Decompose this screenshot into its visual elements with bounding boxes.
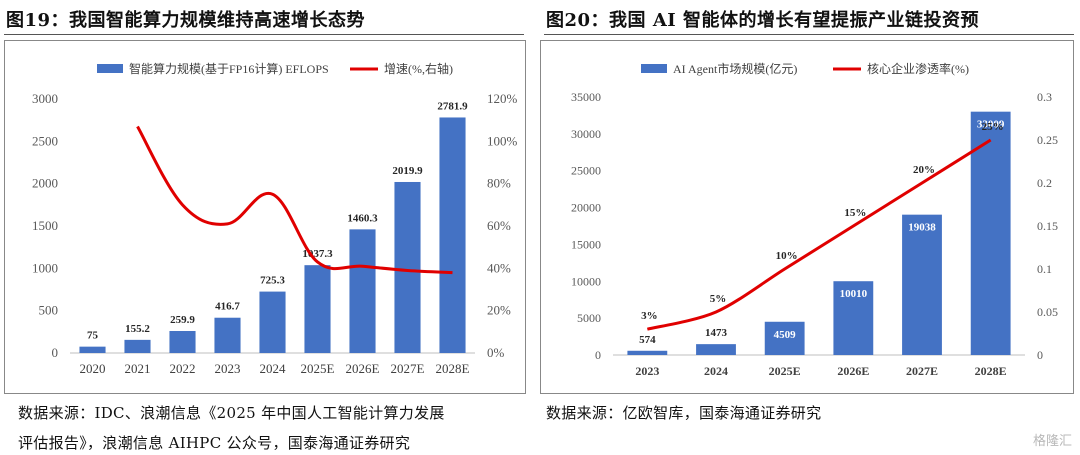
right-chart-frame: 0 5000 10000 15000 20000 25000 30000 35000 0 0.05… [540,40,1074,394]
right-bar [833,281,874,355]
right-x-tick-label: 2024 [704,364,728,378]
right-bar-value-label: 19038 [908,222,936,234]
left-title-rule [4,34,524,35]
right-line-value-label: 25% [982,121,1004,133]
left-y-tick-label: 3000 [32,91,58,106]
left-y-tick-label: 1500 [32,218,58,233]
left-x-tick-label: 2028E [436,361,470,376]
left-bar-value-label: 155.2 [125,323,150,335]
right-legend-line-label: 核心企业渗透率(%) [867,61,969,76]
right-y2-tick-label: 0.1 [1037,262,1052,276]
left-y-tick-label: 0 [52,345,59,360]
left-y2-tick-label: 40% [487,260,511,275]
left-x-tick-label: 2022 [170,361,196,376]
right-line-value-label: 10% [776,250,798,262]
right-legend-bar-label: AI Agent市场规模(亿元) [673,61,797,76]
left-bar-value-label: 259.9 [170,314,195,326]
right-y-tick-label: 10000 [571,274,601,288]
left-y-tick-label: 2000 [32,176,58,191]
right-bar-value-label: 1473 [705,327,728,339]
right-legend-bar-swatch [641,64,667,73]
left-figure-title: 图19：我国智能算力规模维持高速增长态势 [6,10,366,31]
left-y2-tick-label: 120% [487,91,518,106]
left-bar [124,339,151,353]
left-bar [169,330,196,353]
right-x-tick-label: 2025E [769,364,801,378]
left-x-tick-label: 2025E [301,361,335,376]
left-bar [394,181,421,353]
left-bar-value-label: 416.7 [215,301,240,313]
left-bar-value-label: 75 [87,330,99,342]
left-bar-value-label: 2781.9 [437,100,468,112]
right-y2-tick-label: 0.3 [1037,90,1052,104]
right-line-value-label: 5% [710,293,727,305]
right-line-value-label: 20% [913,164,935,176]
left-x-tick-label: 2027E [391,361,425,376]
right-y2-tick-label: 0 [1037,348,1043,362]
right-bar [764,321,805,355]
right-bar-value-label: 10010 [840,288,868,300]
left-chart: 0 500 1000 1500 2000 2500 3000 0% 20% 40% 60% 80% 10… [32,61,518,376]
left-legend-bar-swatch [97,64,123,73]
left-bar [439,117,466,354]
left-y2-tick-label: 0% [487,345,505,360]
right-bar-value-label: 4509 [774,329,797,341]
right-line-series [646,138,992,331]
left-y2-tick-label: 60% [487,218,511,233]
right-y-tick-label: 35000 [571,90,601,104]
right-line-value-label: 15% [844,207,866,219]
left-y-tick-label: 2500 [32,133,58,148]
right-bar [970,111,1011,355]
right-y-tick-label: 25000 [571,164,601,178]
left-bar [79,346,106,353]
left-bar-value-label: 1460.3 [347,212,378,224]
right-y-tick-label: 30000 [571,127,601,141]
right-bar [627,350,668,355]
left-bar [259,291,286,353]
left-bar [304,265,331,353]
right-y-tick-label: 20000 [571,201,601,215]
left-y2-tick-label: 20% [487,303,511,318]
left-y-tick-label: 1000 [32,260,58,275]
left-x-tick-label: 2024 [260,361,287,376]
right-y-tick-label: 5000 [577,311,601,325]
left-chart-frame: 0 500 1000 1500 2000 2500 3000 0% 20% 40% 60% 80% 10… [4,40,526,394]
left-y2-tick-label: 80% [487,176,511,191]
left-x-tick-label: 2020 [80,361,106,376]
right-x-tick-label: 2026E [837,364,869,378]
right-y-tick-label: 15000 [571,237,601,251]
left-source-line-1: 数据来源：IDC、浪潮信息《2025 年中国人工智能计算力发展 [18,404,445,422]
left-x-tick-label: 2021 [125,361,151,376]
right-y-tick-label: 0 [595,348,601,362]
left-line-series [136,125,453,275]
left-bar [214,317,241,353]
left-bar-value-label: 725.3 [260,275,285,287]
left-y-tick-label: 500 [39,303,59,318]
left-x-tick-label: 2023 [215,361,241,376]
right-x-tick-label: 2027E [906,364,938,378]
right-y2-tick-label: 0.15 [1037,219,1058,233]
right-title-rule [544,34,1074,35]
right-line-value-label: 3% [641,310,658,322]
left-x-tick-label: 2026E [346,361,380,376]
left-source-line-2: 评估报告》，浪潮信息 AIHPC 公众号，国泰海通证券研究 [18,434,411,452]
right-bar-value-label: 574 [639,334,656,346]
right-y2-tick-label: 0.2 [1037,176,1052,190]
right-bar [696,344,736,355]
left-bar [349,229,376,353]
right-figure-title: 图20：我国 AI 智能体的增长有望提振产业链投资预 [546,10,979,31]
right-y2-tick-label: 0.25 [1037,133,1058,147]
left-legend-line-label: 增速(%,右轴) [384,61,453,76]
left-bar-value-label: 2019.9 [392,165,423,177]
left-legend-bar-label: 智能算力规模(基于FP16计算) EFLOPS [129,61,329,76]
right-bar [902,214,942,355]
right-x-tick-label: 2028E [975,364,1007,378]
right-bar-value-label: 33009 [977,119,1005,131]
right-chart: 0 5000 10000 15000 20000 25000 30000 35000 0 0.05… [571,61,1058,378]
left-y2-tick-label: 100% [487,133,518,148]
right-x-tick-label: 2023 [635,364,659,378]
right-source-line-1: 数据来源：亿欧智库，国泰海通证券研究 [546,404,822,422]
right-y2-tick-label: 0.05 [1037,305,1058,319]
watermark-text: 格隆汇 [1032,434,1072,449]
